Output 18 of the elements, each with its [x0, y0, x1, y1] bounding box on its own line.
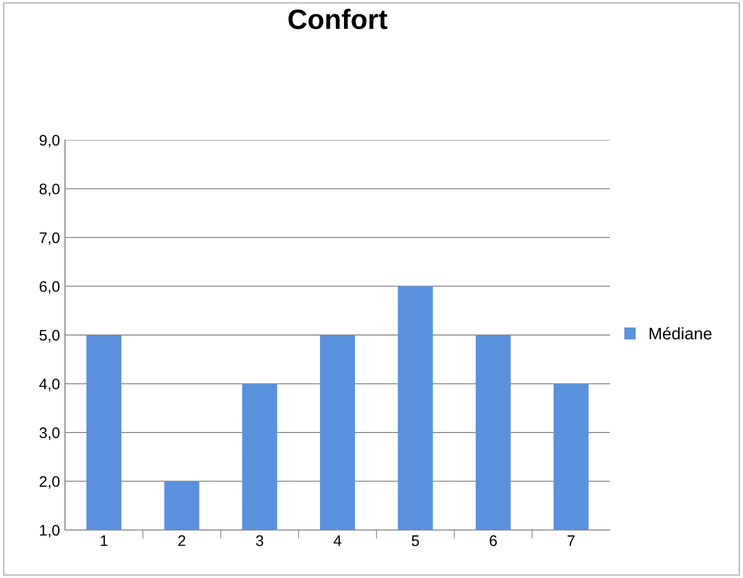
y-tick-label: 3,0: [39, 427, 60, 440]
x-tick-label: 1: [100, 535, 108, 546]
y-tick-label: 1,0: [40, 524, 60, 538]
y-tick-label: 7,0: [40, 232, 60, 245]
x-tick-label: 4: [334, 535, 342, 546]
x-tick-label: 5: [412, 535, 419, 546]
x-tick-label: 3: [256, 535, 264, 546]
y-tick-label: 2,0: [40, 476, 60, 489]
y-tick-label: 9,0: [40, 134, 60, 148]
x-tick-label: 7: [568, 535, 575, 546]
chart-title: Confort: [288, 8, 388, 30]
y-tick-label: 8,0: [40, 184, 60, 196]
x-tick-label: 6: [490, 535, 497, 546]
y-tick-label: 6,0: [40, 281, 60, 294]
x-tick-label: 2: [178, 535, 186, 546]
legend-label: Médiane: [650, 327, 712, 340]
y-tick-label: 4,0: [39, 378, 60, 392]
y-tick-label: 5,0: [40, 330, 60, 342]
